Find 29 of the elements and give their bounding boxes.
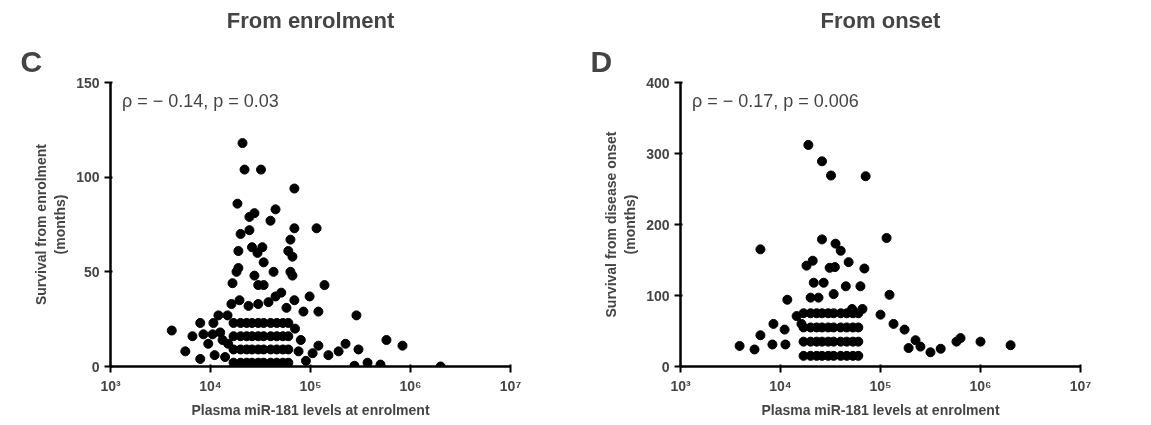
y-tick-label: 150 bbox=[76, 74, 100, 91]
y-tick-label: 300 bbox=[646, 145, 670, 162]
x-axis-title: Plasma miR-181 levels at enrolment bbox=[761, 401, 1000, 418]
annotation: ρ = − 0.14, p = 0.03 bbox=[121, 91, 279, 112]
y-tick-label: 100 bbox=[646, 287, 670, 304]
chart-title: From onset bbox=[820, 7, 942, 33]
x-axis-title: Plasma miR-181 levels at enrolment bbox=[191, 401, 430, 418]
x-tick-label: 10⁴ bbox=[769, 377, 792, 394]
x-tick-label: 10⁵ bbox=[869, 377, 892, 394]
x-tick-label: 10⁶ bbox=[969, 377, 992, 394]
chart-title: From enrolment bbox=[226, 7, 395, 33]
annotation: ρ = − 0.17, p = 0.006 bbox=[691, 91, 859, 112]
x-tick-label: 10³ bbox=[100, 377, 121, 394]
text: D bbox=[590, 44, 613, 78]
x-tick-label: 10⁷ bbox=[499, 377, 522, 394]
x-tick-label: 10³ bbox=[670, 377, 691, 394]
x-tick-label: 10⁵ bbox=[299, 377, 322, 394]
y-tick-label: 200 bbox=[646, 216, 670, 233]
y-axis-title: Survival from disease onset (months) bbox=[602, 131, 639, 318]
y-tick-label: 0 bbox=[91, 358, 100, 375]
y-tick-label: 400 bbox=[646, 74, 670, 91]
y-tick-label: 0 bbox=[661, 358, 670, 375]
y-axis-title: Survival from enrolment (months) bbox=[32, 143, 69, 306]
y-tick-label: 50 bbox=[83, 263, 100, 280]
x-tick-label: 10⁴ bbox=[199, 377, 222, 394]
x-tick-label: 10⁷ bbox=[1069, 377, 1092, 394]
text: C bbox=[20, 44, 43, 78]
x-tick-label: 10⁶ bbox=[399, 377, 422, 394]
y-tick-label: 100 bbox=[76, 169, 100, 186]
